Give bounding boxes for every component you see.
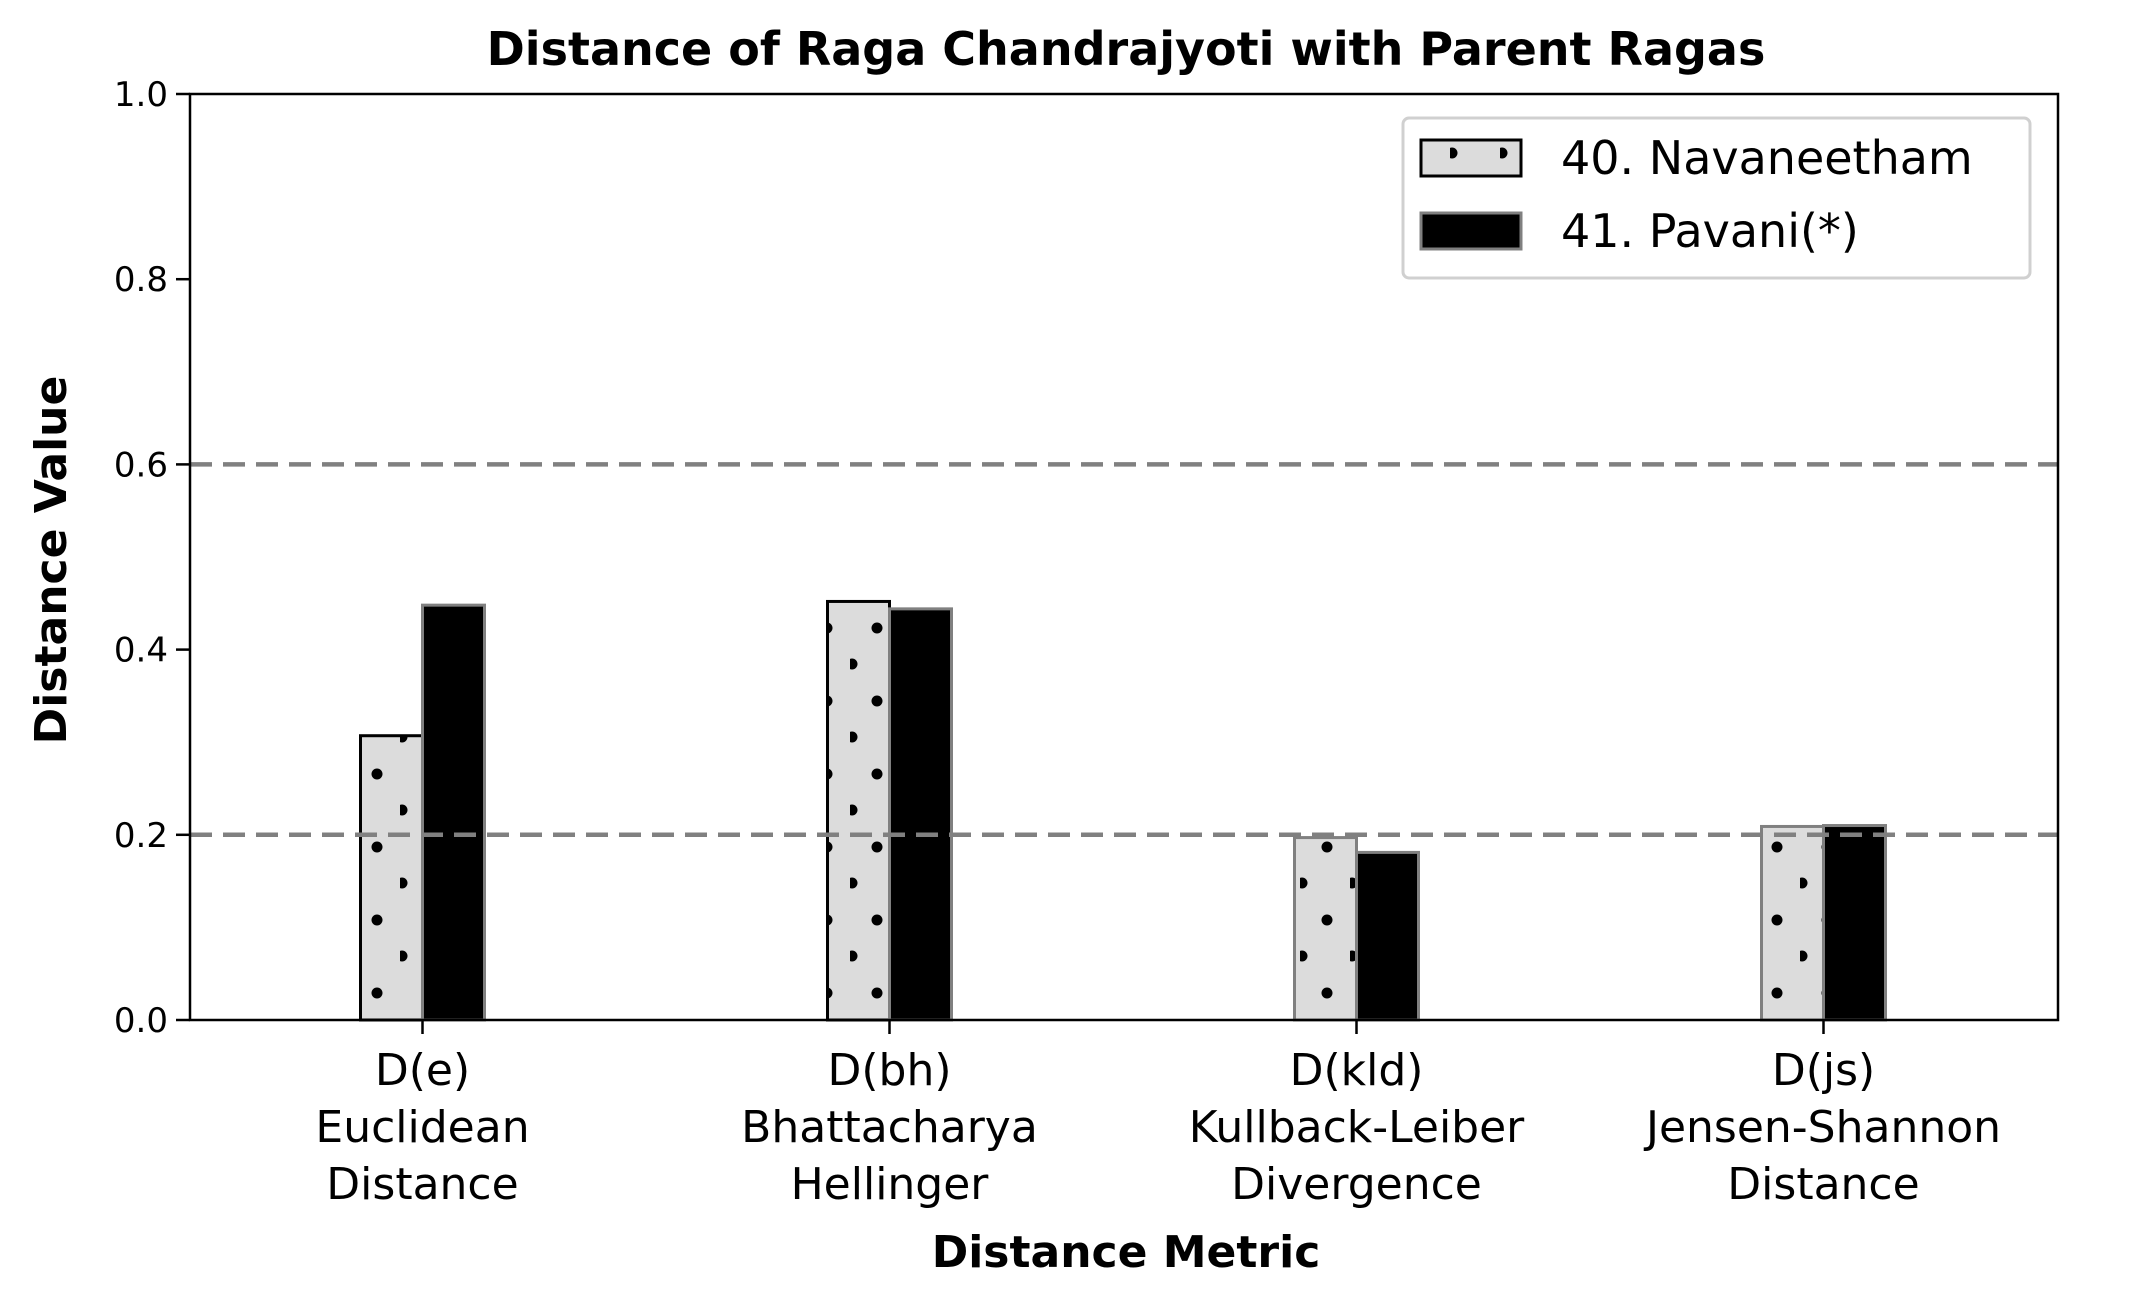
x-tick-label: Jensen-Shannon xyxy=(1643,1102,2001,1153)
bar-pavani-1 xyxy=(888,607,953,1022)
y-tick-label: 0.8 xyxy=(114,260,168,300)
bar-navaneetham-1 xyxy=(826,599,891,1022)
x-tick-label: Hellinger xyxy=(791,1159,990,1210)
x-tick-label: Distance xyxy=(326,1159,518,1210)
x-tick-label: Divergence xyxy=(1231,1159,1482,1210)
y-axis-label: Distance Value xyxy=(26,376,77,745)
axes-frame xyxy=(188,92,2060,1022)
x-tick-label: D(bh) xyxy=(827,1045,951,1096)
bar-navaneetham-3 xyxy=(1760,824,1825,1022)
bar-pavani-3 xyxy=(1822,824,1887,1022)
x-tick-label: Kullback-Leiber xyxy=(1189,1102,1525,1153)
bar-navaneetham-2 xyxy=(1293,836,1358,1022)
x-tick-label: D(js) xyxy=(1772,1045,1875,1096)
bar-pavani-0 xyxy=(421,603,486,1022)
x-tick-label: Bhattacharya xyxy=(741,1102,1038,1153)
y-tick-label: 0.4 xyxy=(114,631,168,671)
legend: 40. Navaneetham 41. Pavani(*) xyxy=(1401,116,2032,280)
chart-title: Distance of Raga Chandrajyoti with Paren… xyxy=(487,22,1766,76)
legend-swatch xyxy=(1419,211,1523,251)
plot-area: 0.0 0.2 0.4 0.6 0.8 1.0 D(e) Euclidean Distance D… xyxy=(114,75,2060,1210)
x-tick-label: Euclidean xyxy=(315,1102,529,1153)
legend-label: 40. Navaneetham xyxy=(1561,131,1973,185)
x-tick-label: Distance xyxy=(1727,1159,1919,1210)
y-tick-label: 1.0 xyxy=(114,75,168,115)
bar-pavani-2 xyxy=(1355,850,1420,1022)
legend-box xyxy=(1401,116,2032,280)
y-tick-label: 0.2 xyxy=(114,816,168,856)
legend-swatch xyxy=(1419,138,1523,178)
y-tick-label: 0.6 xyxy=(114,445,168,485)
x-tick-label: D(kld) xyxy=(1290,1045,1424,1096)
y-tick-label: 0.0 xyxy=(114,1001,168,1041)
bar-navaneetham-0 xyxy=(359,734,424,1022)
x-tick-label: D(e) xyxy=(375,1045,470,1096)
legend-label: 41. Pavani(*) xyxy=(1561,204,1859,258)
x-axis-label: Distance Metric xyxy=(932,1227,1321,1278)
